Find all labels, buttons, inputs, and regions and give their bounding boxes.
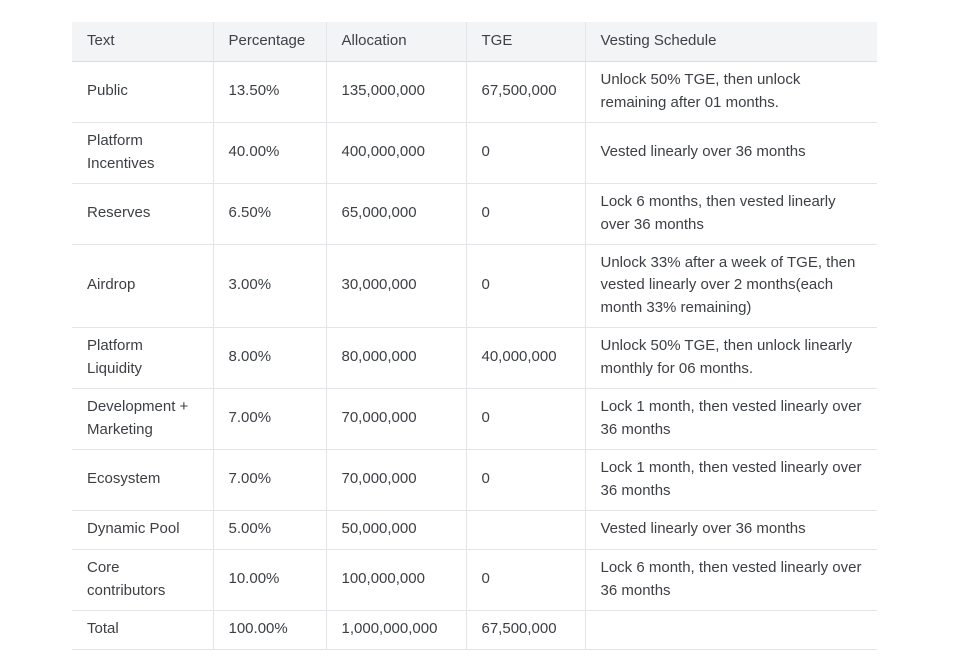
header-vesting-schedule: Vesting Schedule [584,22,877,62]
cell-allocation: 400,000,000 [325,122,466,184]
cell-vesting-schedule: Unlock 50% TGE, then unlock remaining af… [584,61,877,123]
table-row-total: Total 100.00% 1,000,000,000 67,500,000 [72,610,877,650]
cell-vesting-schedule [584,610,877,650]
cell-tge: 0 [465,183,585,245]
table-row: Platform Liquidity 8.00% 80,000,000 40,0… [72,327,877,389]
cell-tge: 0 [465,244,585,328]
cell-tge [465,510,585,550]
cell-vesting-schedule: Lock 1 month, then vested linearly over … [584,388,877,450]
cell-vesting-schedule: Lock 6 month, then vested linearly over … [584,549,877,611]
table-row: Core contributors 10.00% 100,000,000 0 L… [72,549,877,611]
cell-tge: 0 [465,122,585,184]
cell-text: Platform Incentives [72,122,213,184]
table-row: Public 13.50% 135,000,000 67,500,000 Unl… [72,61,877,123]
cell-text: Total [72,610,213,650]
cell-percentage: 6.50% [212,183,326,245]
header-tge: TGE [465,22,585,62]
cell-percentage: 10.00% [212,549,326,611]
cell-vesting-schedule: Unlock 50% TGE, then unlock linearly mon… [584,327,877,389]
cell-allocation: 30,000,000 [325,244,466,328]
cell-percentage: 7.00% [212,449,326,511]
token-allocation-table: Text Percentage Allocation TGE Vesting S… [72,22,877,650]
cell-allocation: 65,000,000 [325,183,466,245]
cell-vesting-schedule: Vested linearly over 36 months [584,122,877,184]
cell-percentage: 8.00% [212,327,326,389]
cell-allocation: 100,000,000 [325,549,466,611]
header-text: Text [72,22,213,62]
cell-text: Development + Marketing [72,388,213,450]
cell-text: Public [72,61,213,123]
header-percentage: Percentage [212,22,326,62]
table-row: Ecosystem 7.00% 70,000,000 0 Lock 1 mont… [72,449,877,511]
cell-text: Dynamic Pool [72,510,213,550]
cell-allocation: 1,000,000,000 [325,610,466,650]
cell-tge: 0 [465,549,585,611]
cell-allocation: 70,000,000 [325,388,466,450]
cell-allocation: 80,000,000 [325,327,466,389]
table-row: Airdrop 3.00% 30,000,000 0 Unlock 33% af… [72,244,877,328]
cell-allocation: 70,000,000 [325,449,466,511]
header-allocation: Allocation [325,22,466,62]
cell-tge: 67,500,000 [465,61,585,123]
cell-percentage: 7.00% [212,388,326,450]
cell-vesting-schedule: Unlock 33% after a week of TGE, then ves… [584,244,877,328]
cell-text: Airdrop [72,244,213,328]
table-row: Dynamic Pool 5.00% 50,000,000 Vested lin… [72,510,877,550]
cell-tge: 67,500,000 [465,610,585,650]
cell-percentage: 40.00% [212,122,326,184]
table-row: Platform Incentives 40.00% 400,000,000 0… [72,122,877,184]
table-row: Development + Marketing 7.00% 70,000,000… [72,388,877,450]
cell-percentage: 13.50% [212,61,326,123]
cell-text: Platform Liquidity [72,327,213,389]
cell-text: Ecosystem [72,449,213,511]
cell-allocation: 50,000,000 [325,510,466,550]
cell-vesting-schedule: Vested linearly over 36 months [584,510,877,550]
cell-percentage: 3.00% [212,244,326,328]
cell-percentage: 5.00% [212,510,326,550]
token-allocation-table-container: Text Percentage Allocation TGE Vesting S… [72,22,877,650]
cell-allocation: 135,000,000 [325,61,466,123]
table-row: Reserves 6.50% 65,000,000 0 Lock 6 month… [72,183,877,245]
cell-tge: 40,000,000 [465,327,585,389]
cell-percentage: 100.00% [212,610,326,650]
cell-vesting-schedule: Lock 1 month, then vested linearly over … [584,449,877,511]
cell-text: Core contributors [72,549,213,611]
cell-tge: 0 [465,388,585,450]
cell-text: Reserves [72,183,213,245]
table-header-row: Text Percentage Allocation TGE Vesting S… [72,22,877,62]
cell-vesting-schedule: Lock 6 months, then vested linearly over… [584,183,877,245]
cell-tge: 0 [465,449,585,511]
